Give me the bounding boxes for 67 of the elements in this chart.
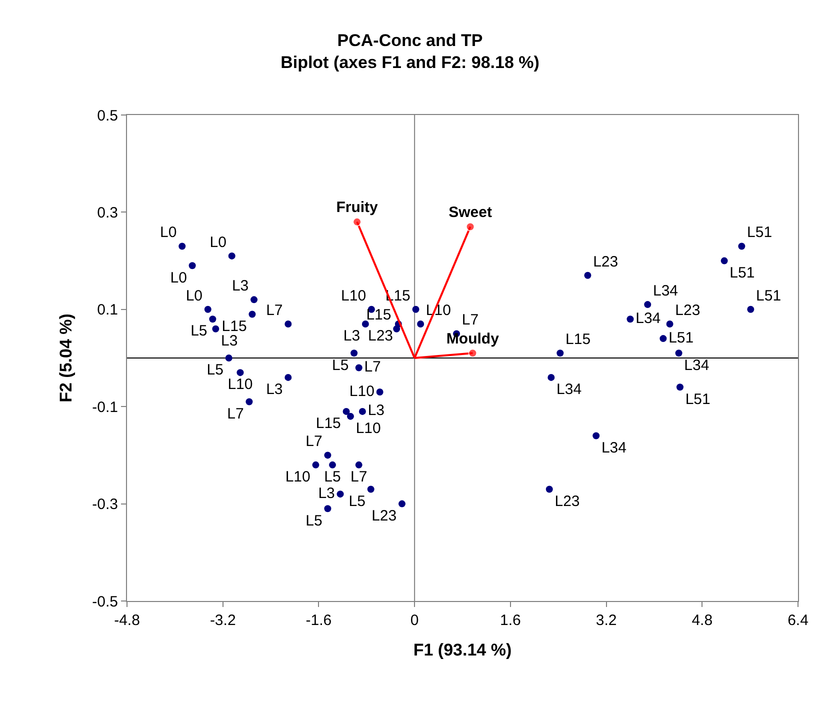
data-label: L15 xyxy=(222,318,247,335)
data-label: L10 xyxy=(228,376,253,394)
data-label: L34 xyxy=(684,356,710,374)
series-label: Sweet xyxy=(448,204,492,222)
x-tick-label: 3.2 xyxy=(596,612,617,629)
x-tick-label: 4.8 xyxy=(692,612,713,629)
data-label: L5 xyxy=(306,512,322,530)
data-label: L51 xyxy=(685,390,710,408)
chart-title: PCA-Conc and TP xyxy=(337,30,483,50)
data-label: L34 xyxy=(652,282,678,300)
data-label: L34 xyxy=(601,439,627,456)
y-tick-label: -0.3 xyxy=(92,496,118,514)
data-label: L10 xyxy=(285,468,310,486)
data-label: L15 xyxy=(316,415,341,432)
data-label: L23 xyxy=(593,253,618,270)
data-label: L0 xyxy=(186,287,203,304)
data-label: L7 xyxy=(266,302,283,319)
data-label: L3 xyxy=(318,484,335,502)
data-label: L15 xyxy=(366,306,392,324)
data-label: L0 xyxy=(160,224,177,242)
data-label: L7 xyxy=(306,433,322,450)
data-label: L34 xyxy=(556,381,582,398)
y-tick-label: 0.3 xyxy=(97,204,118,222)
x-tick-label: -1.6 xyxy=(306,612,332,629)
data-label: L15 xyxy=(566,331,591,348)
data-label: L3 xyxy=(266,381,283,398)
data-label: L5 xyxy=(324,468,341,486)
data-label: L3 xyxy=(343,328,360,345)
series-label: Mouldy xyxy=(446,330,500,348)
y-tick-label: 0.5 xyxy=(97,107,118,124)
x-tick-label: -4.8 xyxy=(114,612,140,629)
y-tick-label: 0.1 xyxy=(97,302,118,319)
data-label: L3 xyxy=(232,278,249,295)
data-label: L23 xyxy=(368,328,394,345)
data-label: L0 xyxy=(170,269,187,286)
data-label: L3 xyxy=(368,402,385,420)
data-label: L23 xyxy=(554,492,580,510)
data-label: L0 xyxy=(210,234,226,251)
data-label: L7 xyxy=(350,468,368,486)
y-tick-label: -0.1 xyxy=(92,398,118,416)
x-tick-label: 0 xyxy=(410,612,419,629)
data-label: L5 xyxy=(206,362,224,379)
y-axis-title: F2 (5.04 %) xyxy=(56,314,76,402)
data-label: L7 xyxy=(227,405,244,422)
x-axis-title: F1 (93.14 %) xyxy=(413,640,512,660)
data-label: L23 xyxy=(372,507,397,524)
data-label: L5 xyxy=(190,322,208,340)
data-label: L34 xyxy=(636,310,661,327)
data-label: L10 xyxy=(349,382,374,400)
y-tick-label: -0.5 xyxy=(92,593,118,610)
data-label: L7 xyxy=(462,312,479,329)
data-label: L7 xyxy=(364,358,381,376)
data-label: L10 xyxy=(356,420,381,437)
chart-subtitle: Biplot (axes F1 and F2: 98.18 %) xyxy=(280,52,540,72)
data-label: L23 xyxy=(675,302,700,319)
data-label: L51 xyxy=(668,329,694,346)
data-label: L10 xyxy=(341,287,366,304)
data-label: L51 xyxy=(756,287,782,304)
data-label: L5 xyxy=(332,356,349,374)
data-label: L5 xyxy=(348,492,366,510)
data-label: L51 xyxy=(747,224,772,242)
series-label: Fruity xyxy=(336,199,379,216)
x-tick-label: -3.2 xyxy=(210,612,236,629)
x-tick-label: 1.6 xyxy=(500,612,521,629)
x-tick-label: 6.4 xyxy=(788,612,808,629)
data-label: L51 xyxy=(730,264,755,282)
data-label: L3 xyxy=(221,332,238,350)
